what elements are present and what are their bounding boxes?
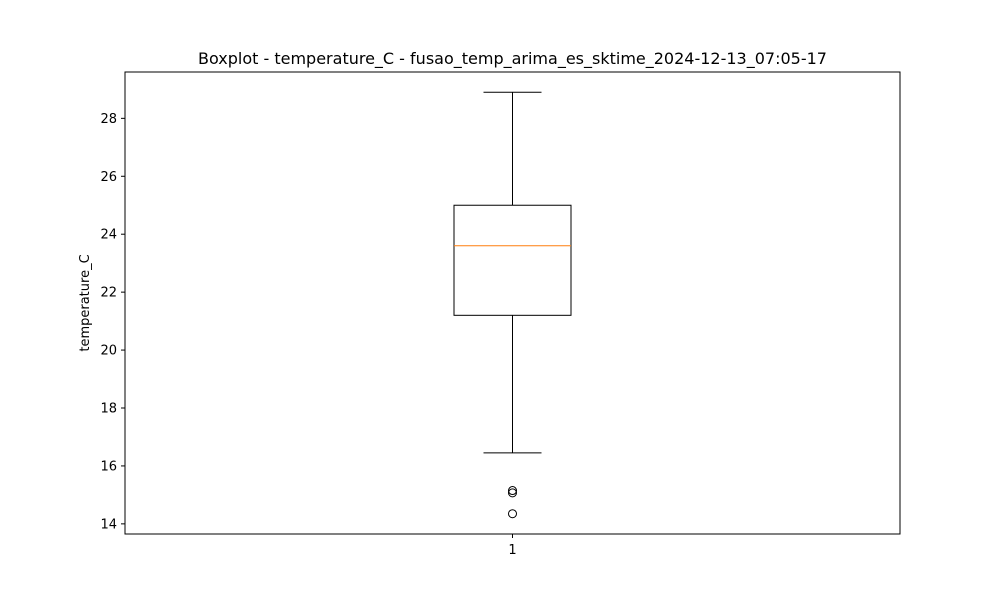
outlier-point — [508, 486, 517, 496]
y-axis-label: temperature_C — [78, 254, 93, 351]
y-tick-label: 22 — [100, 286, 117, 301]
y-tick-label: 24 — [100, 228, 117, 243]
box-iqr — [453, 204, 572, 316]
x-tick-label: 1 — [508, 543, 516, 558]
y-tick-label: 20 — [100, 344, 117, 359]
y-tick-label: 26 — [100, 170, 117, 185]
outlier-point — [508, 488, 517, 498]
plot-area: 14 16 18 20 22 24 26 28 1 — [100, 71, 901, 558]
outlier-point — [508, 509, 517, 519]
y-tick-label: 18 — [100, 402, 117, 417]
y-tick-label: 28 — [100, 112, 117, 127]
y-tick-label: 14 — [100, 517, 117, 532]
y-tick-label: 16 — [100, 459, 117, 474]
chart-title: Boxplot - temperature_C - fusao_temp_ari… — [198, 49, 827, 69]
